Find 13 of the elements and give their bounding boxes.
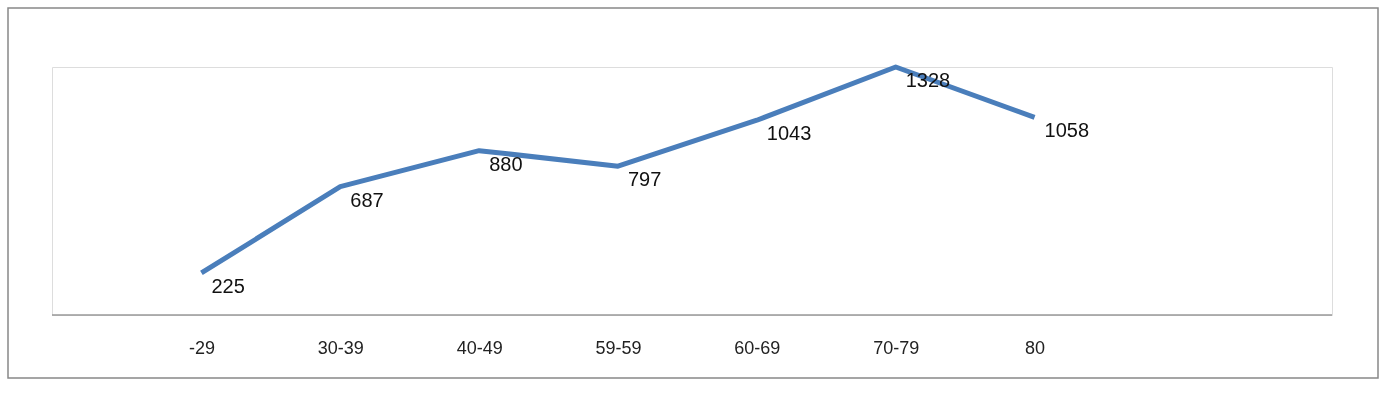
x-tick-label: 59-59 bbox=[595, 337, 642, 358]
data-label: 687 bbox=[350, 188, 384, 211]
x-tick-label: -29 bbox=[188, 337, 215, 358]
x-tick-label: 80 bbox=[1025, 337, 1046, 358]
x-tick-label: 60-69 bbox=[734, 337, 781, 358]
x-tick-label: 30-39 bbox=[317, 337, 364, 358]
data-label: 225 bbox=[211, 274, 245, 297]
x-tick-label: 40-49 bbox=[456, 337, 503, 358]
x-tick-label: 70-79 bbox=[873, 337, 920, 358]
data-label: 1058 bbox=[1044, 119, 1090, 142]
data-label: 797 bbox=[628, 168, 662, 191]
data-label: 1043 bbox=[766, 122, 812, 145]
data-label: 880 bbox=[489, 152, 523, 175]
